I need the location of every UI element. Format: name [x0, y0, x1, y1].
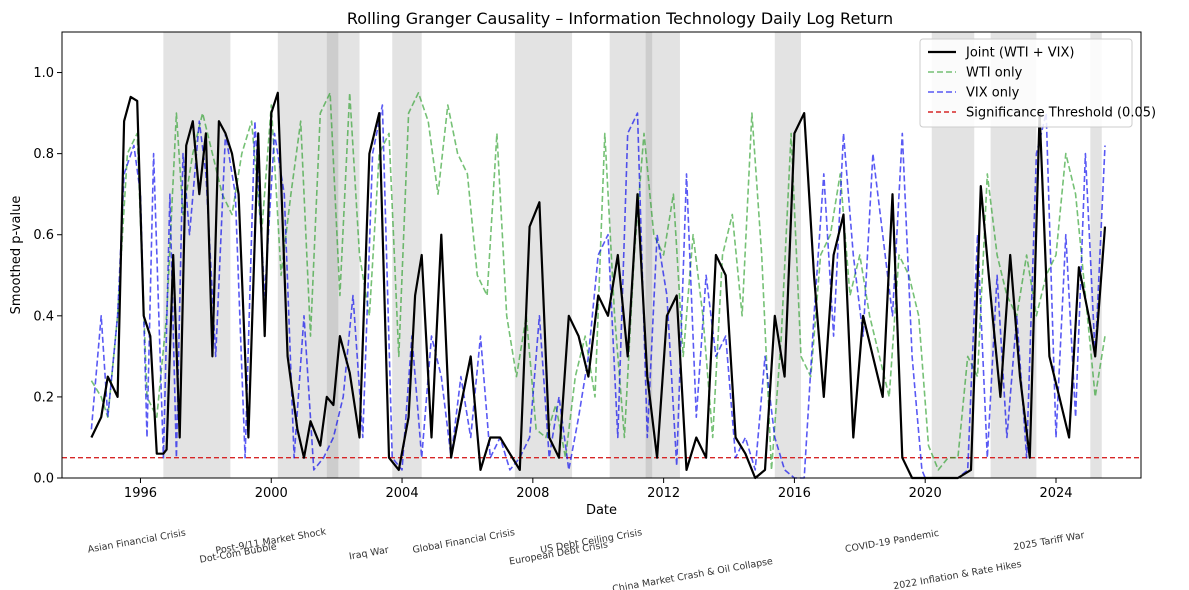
shaded-period-2: [326, 32, 339, 478]
legend-label-3: Significance Threshold (0.05): [966, 106, 1156, 121]
y-axis-title: Smoothed p-value: [9, 196, 24, 315]
x-tick-label-1: 2000: [255, 486, 288, 501]
y-tick-label-2: 0.4: [33, 309, 54, 324]
event-label-8: COVID-19 Pandemic: [844, 528, 940, 555]
event-label-9: 2022 Inflation & Rate Hikes: [892, 559, 1022, 590]
x-axis: 1996 2000 2004 2008 2012 2016 2020 2024: [124, 478, 1073, 501]
x-tick-label-6: 2020: [909, 486, 942, 501]
event-label-4: Global Financial Crisis: [412, 527, 516, 556]
event-labels: Asian Financial Crisis Post-9/11 Market S…: [87, 526, 1086, 590]
shaded-period-7: [774, 32, 801, 478]
x-tick-label-7: 2024: [1039, 486, 1072, 501]
legend-box: [919, 38, 1133, 128]
legend-label-0: Joint (WTI + VIX): [965, 46, 1074, 61]
shaded-period-1: [277, 32, 360, 478]
series-line-2: [90, 104, 1106, 479]
x-tick-label-4: 2012: [647, 486, 680, 501]
y-tick-label-5: 1.0: [33, 66, 54, 81]
event-label-3: Iraq War: [348, 545, 389, 563]
legend-label-1: WTI only: [966, 66, 1023, 81]
event-label-10: 2025 Tariff War: [1013, 530, 1086, 553]
series-line-1: [90, 92, 1106, 471]
plot-frame: [61, 31, 1142, 479]
y-tick-label-0: 0.0: [33, 472, 54, 487]
y-tick-label-3: 0.6: [33, 228, 54, 243]
shaded-period-3: [392, 32, 422, 478]
x-axis-title: Date: [586, 503, 617, 518]
legend-label-2: VIX only: [966, 86, 1020, 101]
shaded-period-4: [514, 32, 573, 478]
event-label-0: Asian Financial Crisis: [87, 527, 187, 555]
y-tick-label-4: 0.8: [33, 147, 54, 162]
shaded-period-0: [163, 32, 231, 478]
y-axis: 0.0 0.2 0.4 0.6 0.8 1.0: [33, 66, 62, 487]
x-tick-label-5: 2016: [778, 486, 811, 501]
shaded-period-10: [1090, 32, 1102, 478]
event-label-7: China Market Crash & Oil Collapse: [612, 556, 774, 590]
x-tick-label-3: 2008: [516, 486, 549, 501]
x-tick-label-2: 2004: [386, 486, 419, 501]
legend[interactable]: Joint (WTI + VIX) WTI only VIX only Signifi…: [919, 38, 1156, 128]
shaded-period-5: [609, 32, 680, 478]
shaded-period-6: [645, 32, 653, 478]
chart-title: Rolling Granger Causality – Information …: [347, 9, 893, 28]
x-tick-label-0: 1996: [124, 486, 157, 501]
y-tick-label-1: 0.2: [33, 390, 54, 405]
